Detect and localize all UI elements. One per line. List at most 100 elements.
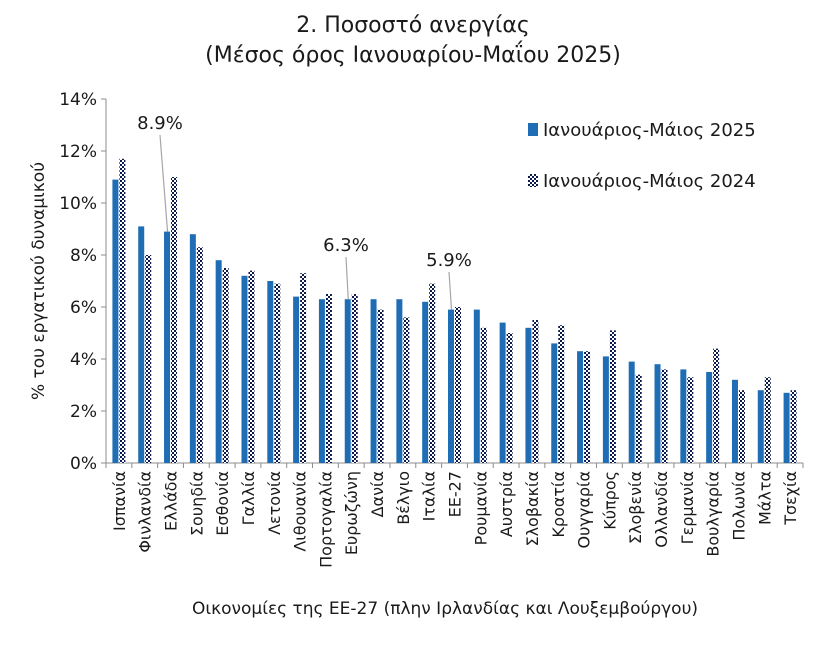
category-label: Πορτογαλία: [316, 471, 335, 568]
legend: Ιανουάριος-Μάιος 2025 Ιανουάριος-Μάιος 2…: [528, 120, 756, 192]
annotations: 8.9% 6.3% 5.9%: [137, 113, 472, 310]
category-label: ΕΕ-27: [446, 471, 465, 517]
bar-2024: [351, 294, 358, 463]
x-axis-label: Οικονομίες της ΕΕ-27 (πλην Ιρλανδίας και…: [192, 599, 698, 619]
category-label: Τσεχία: [781, 471, 800, 526]
bar-2024: [480, 327, 487, 463]
y-tick-label: 4%: [70, 350, 97, 370]
bar-2025: [706, 372, 713, 463]
category-label: Ιταλία: [420, 471, 439, 521]
bar-2024: [764, 377, 771, 463]
bar-2025: [757, 390, 764, 463]
bar-2024: [222, 268, 229, 463]
bar-2024: [325, 294, 332, 463]
bar-2025: [241, 275, 248, 463]
category-label: Μάλτα: [755, 471, 774, 525]
bar-2025: [396, 299, 403, 463]
bar-2024: [713, 348, 720, 463]
bar-2024: [377, 309, 384, 463]
legend-label-2025: Ιανουάριος-Μάιος 2025: [543, 120, 756, 141]
bars: [112, 158, 797, 464]
category-label: Ρουμανία: [471, 471, 490, 545]
bar-2025: [473, 309, 480, 463]
chart-subtitle: (Μέσος όρος Ιανουαρίου-Μαΐου 2025): [205, 41, 621, 68]
category-label: Ουγγαρία: [575, 471, 594, 548]
category-label: Βουλγαρία: [704, 471, 723, 557]
bar-2025: [680, 369, 687, 463]
bar-2025: [164, 231, 171, 463]
bar-2024: [738, 390, 745, 463]
bar-2024: [119, 158, 126, 464]
bar-2024: [455, 307, 461, 463]
bar-2024: [429, 283, 436, 463]
bar-2025: [499, 322, 506, 463]
bar-2025: [551, 343, 558, 463]
category-label: Αυστρία: [497, 471, 516, 537]
bar-2024: [687, 377, 694, 463]
category-label: Λετονία: [265, 471, 284, 535]
category-label: Ισπανία: [110, 471, 129, 531]
bar-2024: [635, 374, 642, 463]
bar-2024: [584, 351, 591, 463]
bar-2025: [602, 356, 609, 463]
category-label: Κροατία: [549, 471, 568, 538]
bar-2024: [196, 247, 203, 463]
bar-2024: [661, 369, 668, 463]
annotation-leader-line: [448, 271, 453, 310]
y-tick-label: 6%: [70, 298, 97, 318]
bar-2024: [171, 177, 178, 463]
y-tick-label: 14%: [59, 90, 97, 110]
category-label: Σλοβακία: [523, 471, 542, 547]
category-labels: Ισπανία Φινλανδία Ελλάδα Σουηδία Εσθονία Γαλλ…: [110, 471, 800, 568]
bar-2025: [577, 351, 584, 463]
annotation-label: 6.3%: [323, 235, 369, 256]
y-tick-label: 2%: [70, 402, 97, 422]
category-label: Γαλλία: [239, 471, 258, 525]
bar-2025: [783, 392, 790, 463]
category-label: Λιθουανία: [291, 471, 310, 552]
bar-2025: [138, 226, 145, 463]
bar-2025: [267, 281, 274, 463]
bar-2025: [318, 299, 325, 463]
bar-2025: [293, 296, 300, 463]
category-label: Γερμανία: [678, 471, 697, 544]
category-label: Ολλανδία: [652, 471, 671, 548]
legend-label-2024: Ιανουάριος-Μάιος 2024: [543, 171, 756, 192]
chart-title: 2. Ποσοστό ανεργίας: [296, 13, 530, 38]
y-tick-label: 12%: [59, 142, 97, 162]
bar-2024: [300, 273, 307, 463]
bar-2024: [609, 330, 616, 463]
bar-2025: [344, 299, 351, 463]
category-label: Φινλανδία: [136, 471, 155, 553]
bar-2025: [112, 179, 119, 463]
category-label: Κύπρος: [600, 471, 619, 530]
category-label: Πολωνία: [729, 471, 748, 541]
bar-2025: [370, 299, 377, 463]
y-tick-label: 0%: [70, 454, 97, 474]
bar-2025: [189, 234, 196, 463]
annotation-label: 8.9%: [137, 113, 183, 134]
category-label: Βέλγιο: [394, 471, 413, 525]
bar-2025: [731, 379, 738, 463]
bar-2025: [448, 309, 454, 463]
bar-2024: [790, 390, 797, 463]
category-label: Ευρωζώνη: [342, 471, 361, 555]
category-label: Δανία: [368, 471, 387, 517]
legend-swatch-2024: [528, 174, 538, 187]
bar-2024: [532, 320, 539, 463]
annotation-leader-line: [159, 134, 169, 232]
bar-2024: [274, 283, 281, 463]
annotation-leader-line: [345, 256, 349, 300]
bar-2025: [628, 361, 635, 463]
y-axis-label: % του εργατικού δυναμικού: [29, 162, 49, 400]
bar-2024: [248, 270, 255, 463]
category-label: Σλοβενία: [626, 471, 645, 544]
bar-2025: [654, 364, 661, 463]
bar-2024: [558, 325, 565, 463]
y-tick-label: 10%: [59, 194, 97, 214]
bar-2024: [403, 317, 410, 463]
category-label: Ελλάδα: [162, 471, 181, 531]
y-tick-label: 8%: [70, 246, 97, 266]
